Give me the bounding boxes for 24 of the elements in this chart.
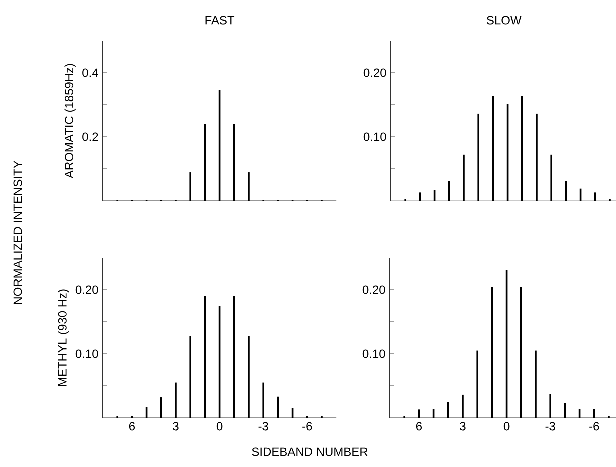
x-tick-label: 3 [460, 422, 466, 431]
x-tick-label: 3 [173, 422, 179, 431]
y-tick-label: 0.10 [364, 132, 386, 142]
x-tick-label: 0 [216, 422, 223, 431]
text: SIDEBAND NUMBER [252, 448, 368, 456]
x-tick-label: -3 [258, 422, 268, 431]
x-tick-label: -6 [302, 422, 312, 431]
y-tick-label: 0.20 [364, 68, 386, 78]
x-tick-label: 6 [129, 422, 136, 431]
x-tick-label: -3 [546, 422, 556, 431]
x-tick-label: 6 [416, 422, 422, 431]
x-tick-label: 0 [504, 422, 510, 431]
y-axis-title: AROMATIC (1859Hz) [64, 64, 76, 179]
x-tick-label: -6 [590, 422, 600, 431]
y-tick-label: 0.4 [82, 68, 98, 78]
y-tick-label: 0.2 [82, 132, 98, 142]
y-tick-label: 0.10 [76, 350, 98, 358]
chart-title: SLOW [487, 16, 522, 25]
y-tick-label: 0.20 [362, 286, 386, 294]
text: NORMALIZED INTENSITY [14, 160, 22, 304]
y-axis-title: METHYL (930 Hz) [58, 290, 70, 386]
y-tick-label: 0.10 [362, 350, 386, 358]
y-tick-label: 0.20 [76, 286, 98, 294]
chart-title: FAST [206, 16, 235, 25]
